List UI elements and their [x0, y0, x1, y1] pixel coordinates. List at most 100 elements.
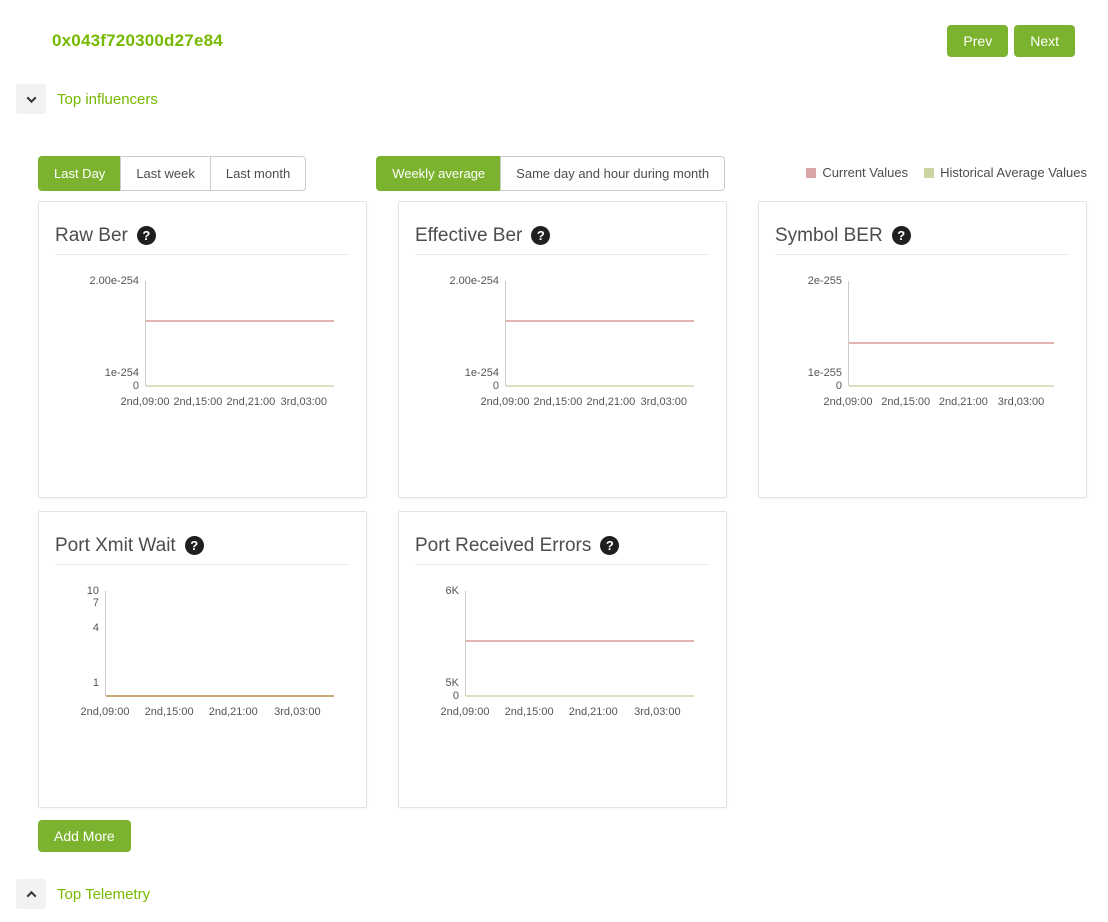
chart-area: 2.00e-254 1e-254 0 2nd,09:00 2nd,15:00 2nd,2…	[55, 275, 350, 409]
next-button[interactable]: Next	[1014, 25, 1075, 57]
y-axis-tick-label: 1e-255	[807, 367, 842, 380]
tab-weekly-average[interactable]: Weekly average	[376, 156, 502, 191]
y-axis-tick-label: 5K	[445, 677, 459, 690]
question-circle-icon[interactable]: ?	[531, 226, 551, 245]
top-influencers-label: Top influencers	[57, 90, 158, 108]
tab-same-day-hour-month[interactable]: Same day and hour during month	[500, 156, 726, 191]
y-axis-tick-label: 2e-255	[807, 275, 842, 287]
chart-card: Effective Ber ? 2.00e-254 1e-254 0 2nd,09:…	[398, 201, 727, 498]
page-title: 0x043f720300d27e84	[52, 31, 223, 50]
chart-title: Port Received Errors	[415, 534, 592, 556]
x-axis-tick-label: 2nd,09:00	[823, 396, 873, 408]
chart-card: Symbol BER ? 2e-255 1e-255 0 2nd,09:00 2nd,…	[758, 201, 1087, 498]
series-line-historical-average-values	[146, 385, 334, 387]
add-more-button[interactable]: Add More	[38, 820, 131, 852]
chart-area: 2e-255 1e-255 0 2nd,09:00 2nd,15:00 2nd,21:0…	[775, 275, 1070, 409]
x-axis-tick-label: 3rd,03:00	[274, 706, 321, 718]
chart-plot: 10 7 4 1	[87, 585, 334, 697]
series-line-historical-average-values	[849, 385, 1054, 387]
question-circle-icon[interactable]: ?	[891, 226, 911, 245]
y-axis-tick-label: 0	[132, 380, 139, 392]
y-axis-tick-label: 1	[92, 677, 99, 690]
charts-grid: Raw Ber ? 2.00e-254 1e-254 0 2nd,09:00 2nd,…	[38, 201, 1087, 808]
add-more-row: Add More	[38, 820, 1108, 852]
question-circle-icon[interactable]: ?	[184, 536, 204, 555]
chart-area: 10 7 4 1 2nd,09:00 2nd,15:00 2nd,21:00 3rd,03:…	[55, 585, 350, 719]
x-axis-tick-label: 2nd,21:00	[938, 396, 988, 408]
x-axis-tick-label: 2nd,09:00	[80, 706, 130, 718]
chart-legend: Current Values Historical Average Values	[806, 165, 1087, 180]
chevron-up-icon	[26, 890, 36, 901]
chart-card-header: Symbol BER ?	[775, 202, 1070, 255]
y-axis-tick-label: 6K	[445, 585, 459, 597]
chart-controls: Last Day Last week Last month Weekly ave…	[0, 156, 1108, 191]
x-axis-tick-label: 2nd,21:00	[226, 396, 276, 408]
y-axis-tick-label: 2.00e-254	[449, 275, 499, 287]
x-axis-tick-label: 2nd,21:00	[208, 706, 258, 718]
average-mode-tab-group: Weekly average Same day and hour during …	[376, 156, 726, 191]
chart-card: Port Xmit Wait ? 10 7 4 1 2nd,09:00 2nd,15:0…	[38, 511, 367, 808]
legend-item-current-values[interactable]: Current Values	[806, 165, 908, 180]
x-axis-tick-label: 2nd,09:00	[480, 396, 530, 408]
tab-last-week[interactable]: Last week	[120, 156, 211, 191]
chart-card: Port Received Errors ? 6K 5K 0 2nd,09:00 2n…	[398, 511, 727, 808]
chart-xticks: 2nd,09:00 2nd,15:00 2nd,21:00 3rd,03:00	[81, 706, 334, 719]
x-axis-tick-label: 2nd,21:00	[568, 706, 618, 718]
chart-card-header: Raw Ber ?	[55, 202, 350, 255]
chart-card-header: Port Received Errors ?	[415, 512, 710, 565]
x-axis-tick-label: 3rd,03:00	[640, 396, 687, 408]
y-axis-tick-label: 0	[452, 690, 459, 702]
chart-title: Raw Ber	[55, 224, 128, 246]
historical-average-swatch	[924, 167, 935, 178]
chart-plot: 2.00e-254 1e-254 0	[449, 275, 694, 392]
chevron-down-icon	[26, 92, 36, 103]
tab-last-day[interactable]: Last Day	[38, 156, 122, 191]
chart-xticks: 2nd,09:00 2nd,15:00 2nd,21:00 3rd,03:00	[441, 706, 694, 719]
collapse-top-telemetry-button[interactable]	[16, 879, 46, 909]
x-axis-tick-label: 3rd,03:00	[280, 396, 327, 408]
chart-xticks: 2nd,09:00 2nd,15:00 2nd,21:00 3rd,03:00	[121, 396, 334, 409]
chart-area: 6K 5K 0 2nd,09:00 2nd,15:00 2nd,21:00 3rd,03:…	[415, 585, 710, 719]
x-axis-tick-label: 3rd,03:00	[634, 706, 681, 718]
y-axis-tick-label: 0	[835, 380, 842, 392]
legend-item-historical-average-values[interactable]: Historical Average Values	[924, 165, 1087, 180]
series-line-current-values	[849, 341, 1054, 344]
chart-xticks: 2nd,09:00 2nd,15:00 2nd,21:00 3rd,03:00	[481, 396, 694, 409]
chart-plot: 2.00e-254 1e-254 0	[89, 275, 334, 392]
y-axis-tick-label: 2.00e-254	[89, 275, 139, 287]
x-axis-tick-label: 2nd,15:00	[504, 706, 554, 718]
chart-card: Raw Ber ? 2.00e-254 1e-254 0 2nd,09:00 2nd,…	[38, 201, 367, 498]
x-axis-tick-label: 2nd,15:00	[881, 396, 931, 408]
prev-button[interactable]: Prev	[947, 25, 1009, 57]
current-values-swatch	[806, 167, 817, 178]
x-axis-tick-label: 3rd,03:00	[997, 396, 1045, 408]
pager-buttons: Prev Next	[947, 25, 1075, 57]
y-axis-tick-label: 1e-254	[464, 367, 499, 380]
top-telemetry-label: Top Telemetry	[57, 885, 151, 903]
x-axis-tick-label: 2nd,09:00	[440, 706, 490, 718]
chart-title: Symbol BER	[775, 224, 883, 246]
page-header: 0x043f720300d27e84 Prev Next	[0, 0, 1108, 57]
question-circle-icon[interactable]: ?	[136, 226, 156, 245]
time-range-tab-group: Last Day Last week Last month	[38, 156, 307, 191]
x-axis-tick-label: 2nd,15:00	[533, 396, 583, 408]
collapse-top-influencers-button[interactable]	[16, 84, 46, 114]
chart-plot: 2e-255 1e-255 0	[808, 275, 1054, 392]
y-axis-tick-label: 0	[492, 380, 499, 392]
chart-xticks: 2nd,09:00 2nd,15:00 2nd,21:00 3rd,03:00	[824, 396, 1054, 409]
top-influencers-header: Top influencers	[0, 84, 1108, 114]
series-line-current-values	[146, 319, 334, 322]
chart-title: Port Xmit Wait	[55, 534, 176, 556]
chart-area: 2.00e-254 1e-254 0 2nd,09:00 2nd,15:00 2nd,2…	[415, 275, 710, 409]
series-line-current-values	[466, 640, 694, 643]
x-axis-tick-label: 2nd,15:00	[173, 396, 223, 408]
series-line-current-values	[506, 319, 694, 322]
y-axis-tick-label: 10	[86, 585, 99, 597]
chart-title: Effective Ber	[415, 224, 523, 246]
question-circle-icon[interactable]: ?	[600, 536, 620, 555]
legend-label: Current Values	[822, 165, 909, 180]
series-line-current-values	[106, 695, 334, 697]
tab-last-month[interactable]: Last month	[209, 156, 307, 191]
chart-card-header: Port Xmit Wait ?	[55, 512, 350, 565]
legend-label: Historical Average Values	[940, 165, 1087, 180]
